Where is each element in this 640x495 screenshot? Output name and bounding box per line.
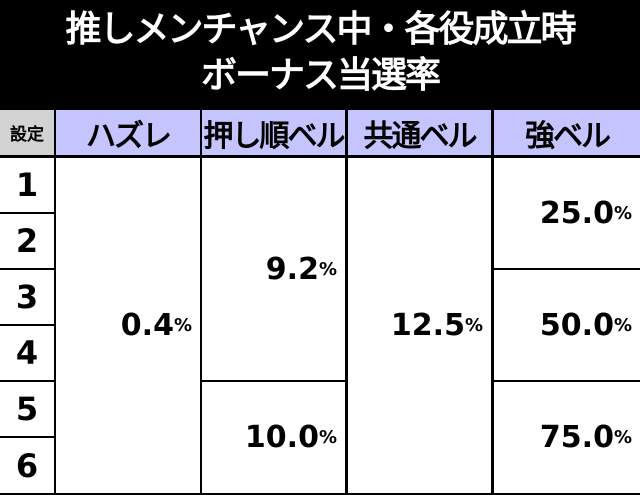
hazure-value: 0.4% xyxy=(56,158,200,493)
header-setting: 設定 xyxy=(0,110,54,155)
title-line-1: 推しメンチャンス中・各役成立時 xyxy=(65,9,577,50)
header-oshijun-bell: 押し順ベル xyxy=(202,110,346,155)
title-line-2: ボーナス当選率 xyxy=(200,55,441,96)
setting-3: 3 xyxy=(0,270,54,324)
header-hazure: ハズレ xyxy=(56,110,200,155)
header-kyo-bell: 強ベル xyxy=(494,110,640,155)
kyotsu-bell-value: 12.5% xyxy=(348,158,491,493)
setting-5: 5 xyxy=(0,382,54,436)
kyo-bell-value-5-6: 75.0% xyxy=(494,382,640,493)
setting-2: 2 xyxy=(0,214,54,268)
kyo-bell-value-3-4: 50.0% xyxy=(494,270,640,380)
oshijun-bell-value-1-4: 9.2% xyxy=(202,158,345,380)
setting-6: 6 xyxy=(0,438,54,493)
setting-1: 1 xyxy=(0,158,54,212)
kyo-bell-value-1-2: 25.0% xyxy=(494,158,640,268)
oshijun-bell-value-5-6: 10.0% xyxy=(202,382,345,493)
setting-4: 4 xyxy=(0,326,54,380)
header-kyotsu-bell: 共通ベル xyxy=(348,110,491,155)
